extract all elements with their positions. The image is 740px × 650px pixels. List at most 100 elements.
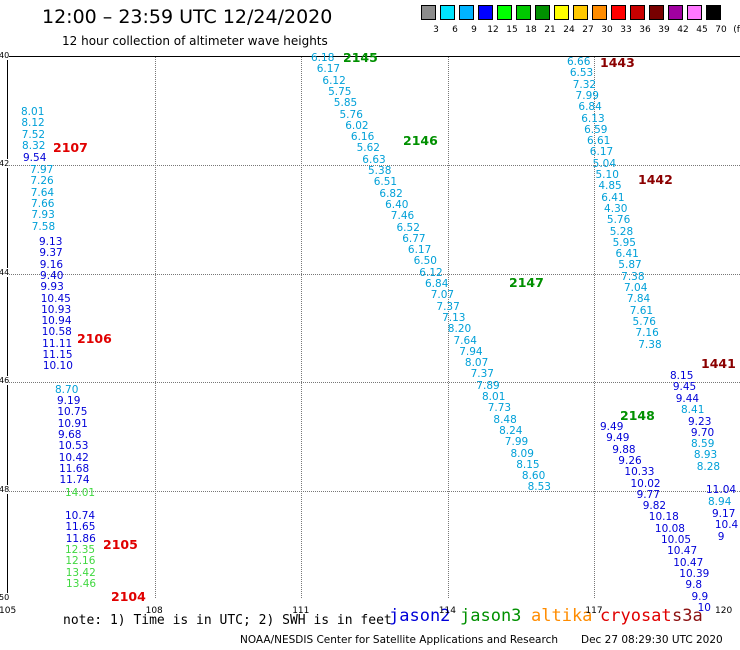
wave-height-value: 5.95 [612, 236, 636, 249]
wave-height-value: 8.32 [22, 139, 46, 152]
lat-label: 50 [0, 593, 10, 602]
lat-gridline [8, 382, 740, 384]
scale-swatch [687, 5, 702, 20]
scale-label: 27 [582, 25, 594, 35]
wave-height-value: 9.88 [612, 443, 636, 456]
wave-height-value: 8.28 [696, 460, 721, 473]
wave-height-value: 10.45 [40, 292, 71, 305]
wave-height-value: 7.61 [629, 304, 654, 317]
scale-swatch [516, 5, 531, 20]
wave-height-value: 10.53 [58, 440, 89, 453]
wave-height-value: 11.68 [59, 462, 90, 475]
wave-height-value: 5.38 [368, 165, 392, 177]
scale-label: (ft) [733, 25, 740, 35]
scale-label: 39 [658, 25, 670, 35]
legend-s3a: s3a [672, 606, 703, 626]
wave-height-value: 10.39 [679, 567, 710, 580]
wave-height-value: 11.65 [65, 521, 96, 534]
wave-height-value: 6.41 [601, 191, 625, 204]
wave-height-value: 7.46 [390, 210, 415, 223]
wave-height-value: 7.26 [30, 175, 54, 188]
legend-jason3: jason3 [460, 606, 522, 626]
wave-height-value: 10.75 [57, 406, 88, 419]
wave-height-value: 6.12 [322, 74, 346, 87]
scale-label: 18 [525, 25, 537, 35]
wave-height-value: 8.20 [447, 323, 472, 336]
wave-height-value: 8.15 [516, 458, 540, 471]
wave-height-value: 13.46 [66, 577, 97, 590]
pass-number-label: 2106 [77, 331, 112, 346]
pass-number-label: 1442 [638, 172, 673, 187]
lat-label: 46 [0, 376, 10, 386]
wave-height-value: 9.44 [675, 392, 700, 405]
pass-number-label: 2146 [403, 133, 438, 148]
wave-height-value: 11.74 [59, 474, 90, 487]
wave-height-value: 7.64 [453, 334, 477, 347]
pass-number-label: 2147 [509, 275, 544, 290]
map-plot-area: 8.01 8.12 7.52 8.32 9.54 7.97 7.26 7.64 7.66 7.93… [7, 50, 740, 613]
scale-label: 33 [620, 25, 632, 35]
wave-height-value: 9.23 [688, 416, 712, 428]
wave-height-value: 11.04 [706, 484, 737, 496]
lon-label: 105 [0, 606, 17, 616]
wave-height-value: 7.07 [430, 289, 455, 302]
wave-height-value: 7.66 [31, 197, 55, 210]
wave-height-value: 7.04 [624, 282, 648, 294]
scale-swatch [497, 5, 512, 20]
wave-height-value: 10.58 [41, 326, 72, 339]
wave-height-value: 10 [697, 601, 711, 614]
wave-height-value: 6.66 [567, 56, 591, 68]
wave-height-value: 5.28 [609, 225, 634, 238]
wave-height-value: 8.24 [499, 424, 523, 437]
lon-label: 108 [145, 606, 163, 616]
wave-height-value: 9.37 [39, 247, 63, 260]
wave-height-value: 8.48 [493, 413, 517, 426]
scale-swatch [535, 5, 550, 20]
lat-gridline [8, 490, 740, 492]
wave-height-value: 7.99 [504, 436, 529, 449]
scale-label: 42 [677, 25, 689, 35]
lat-label: 40 [0, 51, 10, 60]
wave-height-value: 10.47 [673, 556, 704, 569]
pass-number-label: 1443 [600, 55, 635, 70]
wave-height-value: 6.40 [385, 198, 409, 211]
scale-swatch [459, 5, 474, 20]
scale-swatch [440, 5, 455, 20]
wave-height-value: 7.38 [621, 270, 645, 283]
wave-height-value: 9.49 [600, 421, 624, 433]
wave-height-value: 10.10 [42, 360, 73, 373]
wave-height-value: 10.05 [661, 534, 692, 546]
pass-number-label: 2107 [53, 140, 88, 155]
wave-height-value: 10.93 [41, 303, 72, 316]
wave-height-value: 6.61 [586, 135, 611, 148]
wave-height-value: 10.94 [41, 315, 72, 328]
scale-label: 15 [506, 25, 518, 35]
lon-gridline [594, 57, 596, 598]
wave-height-value: 9.19 [57, 395, 81, 407]
scale-swatch [706, 5, 721, 20]
wave-height-value: 8.09 [510, 447, 534, 460]
footer-timestamp: Dec 27 08:29:30 UTC 2020 [581, 634, 723, 646]
wave-height-value: 5.62 [356, 142, 380, 155]
wave-height-value: 12.35 [65, 544, 96, 556]
wave-height-value: 5.10 [595, 169, 619, 181]
lon-label: 120 [715, 606, 733, 616]
wave-height-value: 10.02 [630, 477, 661, 490]
legend-jason2: jason2 [389, 606, 451, 626]
wave-height-value: 8.93 [693, 449, 718, 462]
scale-swatch [592, 5, 607, 20]
legend-cryosat: cryosat [600, 606, 672, 626]
scale-swatch [668, 5, 683, 20]
wave-height-value: 7.94 [459, 345, 483, 358]
scale-label: 45 [696, 25, 708, 35]
map-subtitle: 12 hour collection of altimeter wave hei… [62, 34, 328, 48]
wave-height-value: 6.63 [362, 153, 386, 166]
pass-number-label: 2104 [111, 589, 146, 604]
lon-gridline [447, 57, 449, 598]
scale-label: 36 [639, 25, 651, 35]
wave-height-value: 4.85 [598, 180, 622, 193]
wave-height-value: 11.15 [42, 349, 73, 361]
wave-height-value: 7.37 [436, 300, 460, 313]
scale-swatch [630, 5, 645, 20]
wave-height-value: 9.8 [685, 579, 703, 592]
